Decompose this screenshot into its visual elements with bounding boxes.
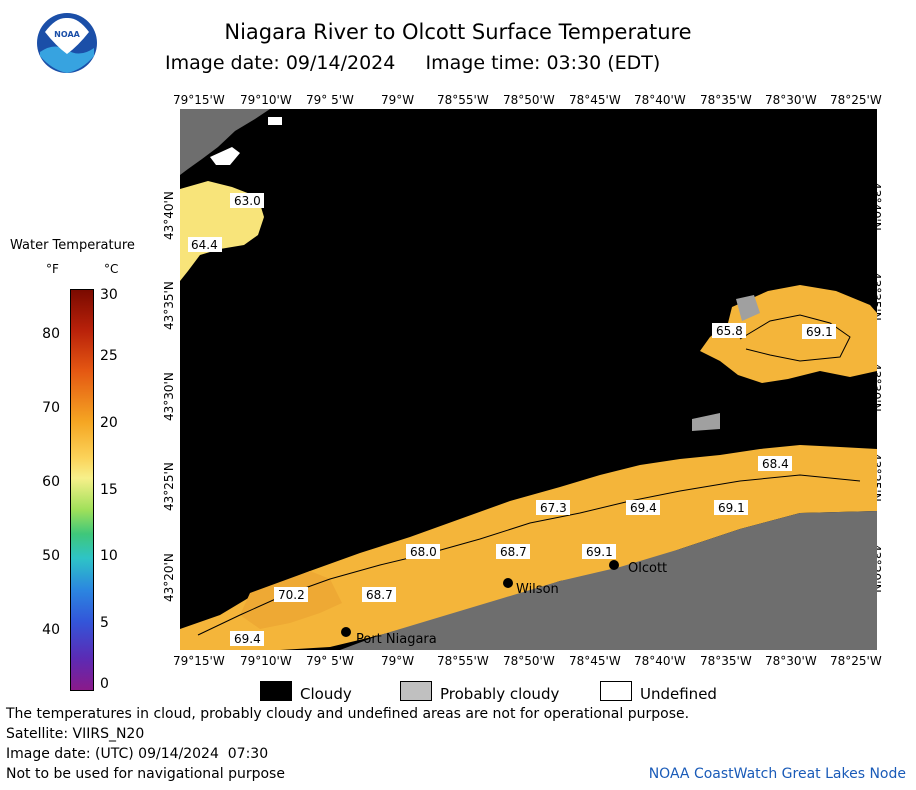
temp-label: 69.1	[718, 501, 745, 515]
temperature-colorbar	[70, 289, 94, 691]
place-label: Olcott	[628, 561, 667, 576]
cloudy-label: Cloudy	[300, 685, 352, 703]
temp-label: 69.1	[586, 545, 613, 559]
map-title: Niagara River to Olcott Surface Temperat…	[224, 20, 692, 44]
temperature-map: Port Niagara Wilson Olcott 63.0 64.4 65.…	[180, 109, 877, 650]
lat-tick: 43°25'N	[162, 462, 176, 511]
temperature-labels: 63.0 64.4 65.8 69.1 68.4 67.3 69.4 69.1 …	[188, 193, 836, 646]
f-tick: 80	[42, 326, 60, 342]
lon-tick: 78°30'W	[765, 93, 817, 107]
f-tick: 40	[42, 622, 60, 638]
c-tick: 15	[100, 482, 118, 498]
probably-cloudy	[692, 413, 720, 431]
place-marker	[341, 627, 351, 637]
temp-label: 65.8	[716, 324, 743, 338]
lat-tick: 43°30'N	[162, 372, 176, 421]
temp-label: 69.4	[234, 632, 261, 646]
temp-label: 67.3	[540, 501, 567, 515]
lon-tick: 78°45'W	[569, 654, 621, 668]
temp-label: 69.1	[806, 325, 833, 339]
temp-label: 68.0	[410, 545, 437, 559]
lat-tick: 43°20'N	[162, 553, 176, 602]
c-tick: 10	[100, 548, 118, 564]
cloudy-swatch	[260, 681, 292, 701]
c-tick: 20	[100, 415, 118, 431]
lon-tick: 78°55'W	[437, 654, 489, 668]
lon-tick: 79°W	[381, 654, 415, 668]
f-tick: 60	[42, 474, 60, 490]
temp-label: 68.7	[366, 588, 393, 602]
place-label: Port Niagara	[356, 632, 437, 647]
f-tick: 70	[42, 400, 60, 416]
undefined-label: Undefined	[640, 685, 717, 703]
lon-tick: 79°W	[381, 93, 415, 107]
temp-label: 69.4	[630, 501, 657, 515]
nav-warning-text: Not to be used for navigational purpose	[6, 766, 285, 782]
credit-text: NOAA CoastWatch Great Lakes Node	[648, 766, 906, 782]
land-area-se	[180, 511, 877, 650]
temp-label: 64.4	[191, 238, 218, 252]
undefined-area	[268, 117, 282, 125]
image-date: Image date: 09/14/2024	[165, 52, 396, 74]
probably-cloudy-label: Probably cloudy	[440, 685, 560, 703]
place-marker	[503, 578, 513, 588]
lon-tick: 78°35'W	[700, 93, 752, 107]
c-tick: 0	[100, 676, 109, 692]
lon-tick: 79°15'W	[173, 93, 225, 107]
logo-text: NOAA	[54, 30, 80, 39]
isotherm-line	[739, 314, 851, 362]
noaa-logo: NOAA	[37, 13, 97, 73]
colorbar-unit-f: °F	[46, 262, 59, 276]
temp-label: 70.2	[278, 588, 305, 602]
colorbar-title: Water Temperature	[10, 238, 135, 253]
lon-tick: 78°40'W	[634, 93, 686, 107]
temp-label: 68.4	[762, 457, 789, 471]
lon-tick: 78°25'W	[830, 93, 882, 107]
disclaimer-text: The temperatures in cloud, probably clou…	[6, 706, 690, 722]
temp-label: 68.7	[500, 545, 527, 559]
c-tick: 30	[100, 287, 118, 303]
lon-tick: 78°35'W	[700, 654, 752, 668]
lon-tick: 79° 5'W	[306, 654, 354, 668]
land-area-nw	[180, 109, 270, 175]
lon-tick: 79°15'W	[173, 654, 225, 668]
probably-cloudy-swatch	[400, 681, 432, 701]
image-time: Image time: 03:30 (EDT)	[425, 52, 661, 74]
temp-label: 63.0	[234, 194, 261, 208]
colorbar-unit-c: °C	[104, 262, 119, 276]
lon-tick: 79° 5'W	[306, 93, 354, 107]
lon-tick: 78°50'W	[503, 654, 555, 668]
f-tick: 50	[42, 548, 60, 564]
place-label: Wilson	[516, 582, 559, 597]
lat-tick: 43°40'N	[162, 191, 176, 240]
probably-cloudy	[736, 295, 760, 321]
c-tick: 5	[100, 615, 109, 631]
lat-tick: 43°35'N	[162, 281, 176, 330]
lon-tick: 78°45'W	[569, 93, 621, 107]
lon-tick: 79°10'W	[240, 654, 292, 668]
lon-tick: 78°25'W	[830, 654, 882, 668]
lon-tick: 78°40'W	[634, 654, 686, 668]
lon-tick: 79°10'W	[240, 93, 292, 107]
place-marker	[609, 560, 619, 570]
image-datetime: Image date: 09/14/2024 Image time: 03:30…	[165, 52, 660, 74]
utc-date-text: Image date: (UTC) 09/14/2024 07:30	[6, 746, 269, 762]
lon-tick: 78°55'W	[437, 93, 489, 107]
c-tick: 25	[100, 348, 118, 364]
satellite-text: Satellite: VIIRS_N20	[6, 726, 145, 742]
lon-tick: 78°30'W	[765, 654, 817, 668]
lon-tick: 78°50'W	[503, 93, 555, 107]
undefined-area	[210, 147, 240, 165]
undefined-swatch	[600, 681, 632, 701]
